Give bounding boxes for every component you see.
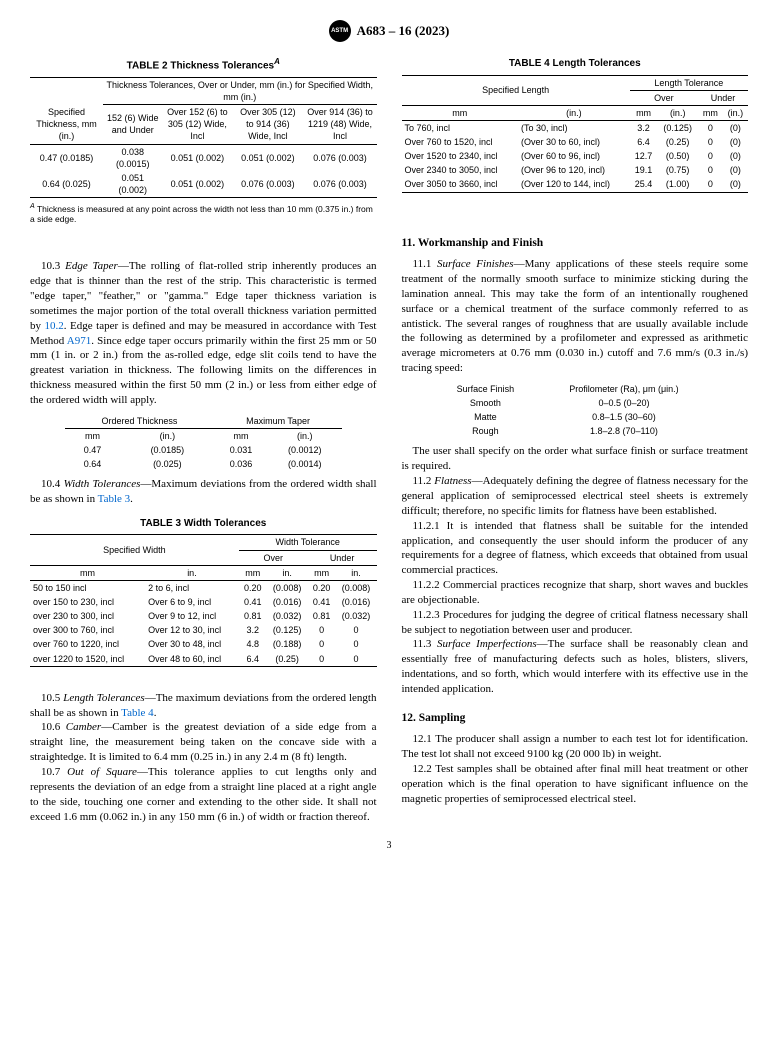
table3-title: TABLE 3 Width Tolerances (30, 517, 377, 531)
table2-footnote: A Thickness is measured at any point acr… (30, 202, 377, 224)
right-column: TABLE 4 Length Tolerances Specified Leng… (402, 57, 749, 824)
table2-title: TABLE 2 Thickness TolerancesA (30, 57, 377, 73)
para-10-7: 10.7 Out of Square—This tolerance applie… (30, 765, 377, 824)
para-11-1: 11.1 Surface Finishes—Many applications … (402, 257, 749, 376)
page-number: 3 (30, 839, 748, 853)
link-a971[interactable]: A971 (67, 335, 91, 347)
link-table3[interactable]: Table 3 (98, 493, 131, 505)
para-11-2-3: 11.2.3 Procedures for judging the degree… (402, 608, 749, 638)
taper-table: Ordered Thickness Maximum Taper mm(in.)m… (65, 414, 342, 472)
para-11-2-2: 11.2.2 Commercial practices recognize th… (402, 578, 749, 608)
para-10-4: 10.4 Width Tolerances—Maximum deviations… (30, 477, 377, 507)
link-table4[interactable]: Table 4 (121, 707, 154, 719)
para-12-2: 12.2 Test samples shall be obtained afte… (402, 762, 749, 807)
finish-table: Surface Finish Profilometer (Ra), μm (μi… (436, 382, 713, 439)
para-11-2-1: 11.2.1 It is intended that flatness shal… (402, 519, 749, 578)
table3: Specified Width Width Tolerance Over Und… (30, 534, 377, 666)
para-11-3: 11.3 Surface Imperfections—The surface s… (402, 637, 749, 696)
para-10-3: 10.3 Edge Taper—The rolling of flat-roll… (30, 259, 377, 407)
table4-title: TABLE 4 Length Tolerances (402, 57, 749, 71)
table4: Specified Length Length Tolerance Over U… (402, 75, 749, 193)
astm-logo-icon (329, 20, 351, 42)
left-column: TABLE 2 Thickness TolerancesA Thickness … (30, 57, 377, 824)
para-11-1b: The user shall specify on the order what… (402, 444, 749, 474)
para-10-6: 10.6 Camber—Camber is the greatest devia… (30, 720, 377, 765)
link-10-2[interactable]: 10.2 (45, 320, 64, 332)
heading-11: 11. Workmanship and Finish (402, 236, 749, 252)
doc-code: A683 – 16 (2023) (357, 22, 450, 40)
para-11-2: 11.2 Flatness—Adequately defining the de… (402, 474, 749, 519)
para-10-5: 10.5 Length Tolerances—The maximum devia… (30, 691, 377, 721)
document-header: A683 – 16 (2023) (30, 20, 748, 42)
para-12-1: 12.1 The producer shall assign a number … (402, 732, 749, 762)
table2: Thickness Tolerances, Over or Under, mm … (30, 77, 377, 198)
heading-12: 12. Sampling (402, 711, 749, 727)
